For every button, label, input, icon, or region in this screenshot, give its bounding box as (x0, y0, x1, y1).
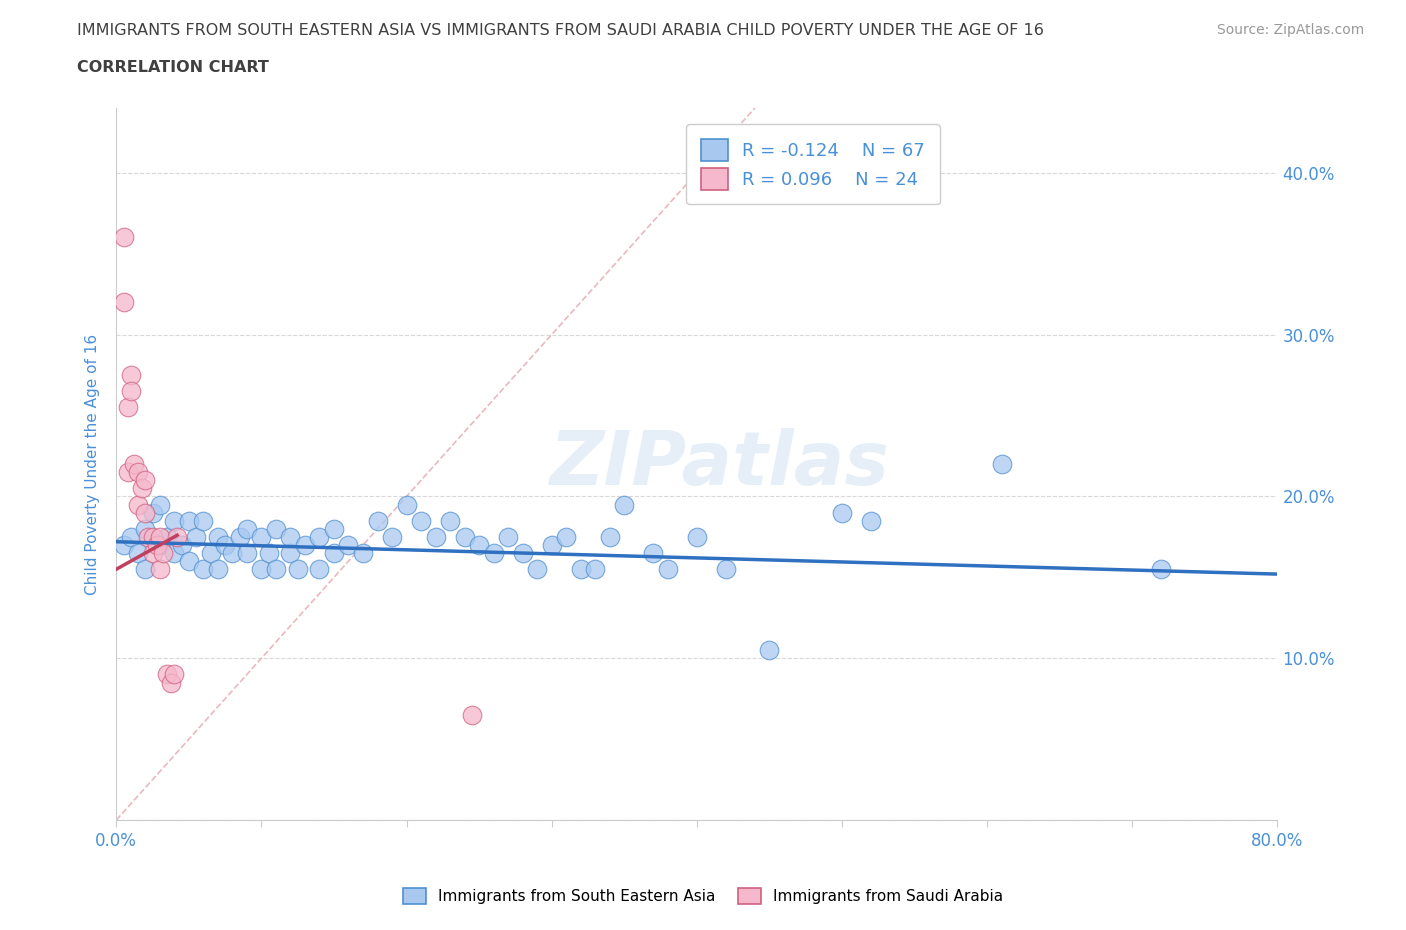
Point (152, 546, 174, 561)
Point (352, 546, 374, 561)
Point (1150, 562, 1173, 577)
Point (134, 472, 156, 487)
Text: Source: ZipAtlas.com: Source: ZipAtlas.com (1216, 23, 1364, 37)
Point (149, 529, 172, 544)
Point (526, 562, 548, 577)
Point (184, 529, 207, 544)
Point (381, 529, 404, 544)
Point (714, 562, 737, 577)
Point (127, 465, 149, 480)
Point (131, 481, 153, 496)
Point (127, 546, 149, 561)
Y-axis label: Child Poverty Under the Age of 16: Child Poverty Under the Age of 16 (86, 334, 100, 594)
Point (409, 513, 432, 528)
Point (425, 529, 447, 544)
Point (236, 546, 259, 561)
Point (142, 529, 165, 544)
Point (831, 505, 853, 520)
Point (207, 562, 229, 577)
Point (136, 529, 159, 544)
Point (156, 667, 179, 682)
Point (160, 675, 183, 690)
Point (177, 553, 200, 568)
Point (287, 562, 309, 577)
Legend: Immigrants from South Eastern Asia, Immigrants from Saudi Arabia: Immigrants from South Eastern Asia, Immi… (394, 879, 1012, 913)
Point (583, 562, 606, 577)
Point (134, 522, 156, 537)
Point (468, 538, 491, 552)
Point (193, 513, 215, 528)
Point (482, 546, 505, 561)
Point (163, 667, 186, 682)
Text: IMMIGRANTS FROM SOUTH EASTERN ASIA VS IMMIGRANTS FROM SAUDI ARABIA CHILD POVERTY: IMMIGRANTS FROM SOUTH EASTERN ASIA VS IM… (77, 23, 1045, 38)
Point (120, 367, 142, 382)
Point (569, 562, 592, 577)
Point (177, 513, 200, 528)
Text: ZIPatlas: ZIPatlas (550, 428, 890, 500)
Point (236, 522, 259, 537)
Point (207, 529, 229, 544)
Point (461, 708, 484, 723)
Point (308, 562, 330, 577)
Point (337, 538, 360, 552)
Point (308, 529, 330, 544)
Point (149, 562, 172, 577)
Point (214, 538, 236, 552)
Point (280, 546, 302, 561)
Point (146, 538, 169, 552)
Point (657, 562, 679, 577)
Point (280, 529, 302, 544)
Legend: R = -0.124    N = 67, R = 0.096    N = 24: R = -0.124 N = 67, R = 0.096 N = 24 (686, 124, 939, 205)
Point (264, 522, 287, 537)
Point (200, 546, 222, 561)
Text: CORRELATION CHART: CORRELATION CHART (77, 60, 269, 75)
Point (990, 457, 1012, 472)
Point (257, 546, 280, 561)
Point (117, 465, 139, 480)
Point (323, 546, 346, 561)
Point (613, 497, 636, 512)
Point (453, 529, 475, 544)
Point (250, 529, 273, 544)
Point (395, 497, 418, 512)
Point (686, 529, 709, 544)
Point (122, 457, 145, 472)
Point (112, 295, 135, 310)
Point (149, 538, 172, 552)
Point (643, 546, 665, 561)
Point (142, 505, 165, 520)
Point (120, 384, 142, 399)
Point (127, 497, 149, 512)
Point (134, 562, 156, 577)
Point (512, 546, 534, 561)
Point (112, 230, 135, 245)
Point (112, 538, 135, 552)
Point (599, 529, 621, 544)
Point (540, 538, 562, 552)
Point (163, 513, 186, 528)
Point (142, 546, 165, 561)
Point (221, 546, 243, 561)
Point (323, 522, 346, 537)
Point (264, 562, 287, 577)
Point (294, 538, 316, 552)
Point (156, 529, 179, 544)
Point (193, 562, 215, 577)
Point (439, 513, 461, 528)
Point (859, 513, 882, 528)
Point (134, 505, 156, 520)
Point (496, 529, 519, 544)
Point (120, 529, 142, 544)
Point (170, 538, 193, 552)
Point (163, 546, 186, 561)
Point (758, 643, 780, 658)
Point (250, 562, 273, 577)
Point (149, 497, 172, 512)
Point (367, 513, 389, 528)
Point (555, 529, 578, 544)
Point (166, 529, 188, 544)
Point (117, 400, 139, 415)
Point (228, 529, 250, 544)
